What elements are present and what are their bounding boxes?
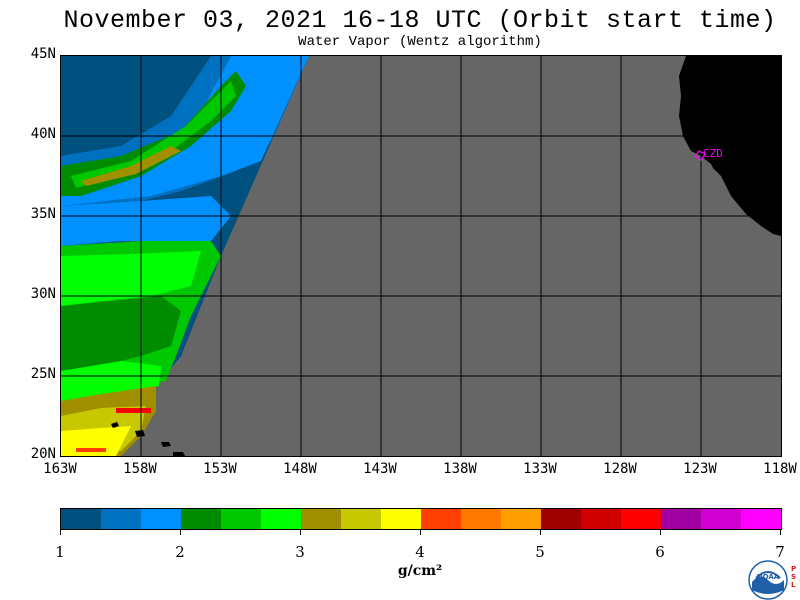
colorbar-swatch <box>181 509 221 529</box>
colorbar-units: g/cm² <box>397 563 443 579</box>
noaa-logo-text: NOAA <box>757 573 780 581</box>
longitude-label: 153W <box>203 461 237 477</box>
north-america-coast <box>679 56 781 236</box>
colorbar-tick-label: 7 <box>775 543 785 561</box>
longitude-label: 128W <box>603 461 637 477</box>
colorbar-swatch <box>501 509 541 529</box>
colorbar <box>60 508 782 530</box>
colorbar-tick <box>540 529 541 535</box>
oahu-island <box>135 430 145 437</box>
colorbar-swatch <box>301 509 341 529</box>
latitude-label: 35N <box>30 206 56 222</box>
colorbar-swatch <box>421 509 461 529</box>
colorbar-swatch <box>661 509 701 529</box>
station-marker: CZD <box>694 147 723 161</box>
colorbar-swatch <box>341 509 381 529</box>
latitude-label: 45N <box>30 46 56 62</box>
longitude-label: 138W <box>443 461 477 477</box>
colorbar-tick <box>660 529 661 535</box>
latitude-label: 30N <box>30 286 56 302</box>
latitude-label: 20N <box>30 446 56 462</box>
longitude-label: 118W <box>763 461 797 477</box>
colorbar-tick-label: 2 <box>175 543 185 561</box>
water-vapor-map: CZD <box>60 55 782 457</box>
noaa-logo-icon: NOAA <box>748 560 788 600</box>
graticule <box>61 56 781 456</box>
latitude-label: 40N <box>30 126 56 142</box>
colorbar-swatch <box>381 509 421 529</box>
land <box>111 56 781 456</box>
colorbar-swatch <box>261 509 301 529</box>
station-label: CZD <box>703 147 723 160</box>
colorbar-swatch <box>461 509 501 529</box>
colorbar-swatch <box>581 509 621 529</box>
colorbar-swatch <box>221 509 261 529</box>
kauai-island <box>111 422 119 428</box>
longitude-label: 123W <box>683 461 717 477</box>
colorbar-tick <box>420 529 421 535</box>
colorbar-tick <box>60 529 61 535</box>
colorbar-tick-label: 4 <box>415 543 425 561</box>
colorbar-swatch <box>621 509 661 529</box>
longitude-label: 133W <box>523 461 557 477</box>
longitude-label: 163W <box>43 461 77 477</box>
longitude-label: 148W <box>283 461 317 477</box>
colorbar-swatch <box>141 509 181 529</box>
hawaii-island <box>173 452 185 456</box>
station-symbol <box>694 150 706 161</box>
colorbar-tick-label: 3 <box>295 543 305 561</box>
colorbar-tick-label: 6 <box>655 543 665 561</box>
map-canvas: CZD <box>61 56 781 456</box>
map-subtitle: Water Vapor (Wentz algorithm) <box>298 34 542 50</box>
colorbar-swatch <box>61 509 101 529</box>
maui-island <box>161 442 171 447</box>
map-title: November 03, 2021 16-18 UTC (Orbit start… <box>63 6 777 35</box>
colorbar-tick <box>300 529 301 535</box>
latitude-label: 25N <box>30 366 56 382</box>
longitude-label: 143W <box>363 461 397 477</box>
colorbar-tick <box>780 529 781 535</box>
colorbar-tick-label: 5 <box>535 543 545 561</box>
colorbar-swatch <box>541 509 581 529</box>
colorbar-tick <box>180 529 181 535</box>
colorbar-swatch <box>741 509 781 529</box>
colorbar-tick-label: 1 <box>55 543 65 561</box>
colorbar-swatch <box>101 509 141 529</box>
colorbar-swatch <box>701 509 741 529</box>
longitude-label: 158W <box>123 461 157 477</box>
